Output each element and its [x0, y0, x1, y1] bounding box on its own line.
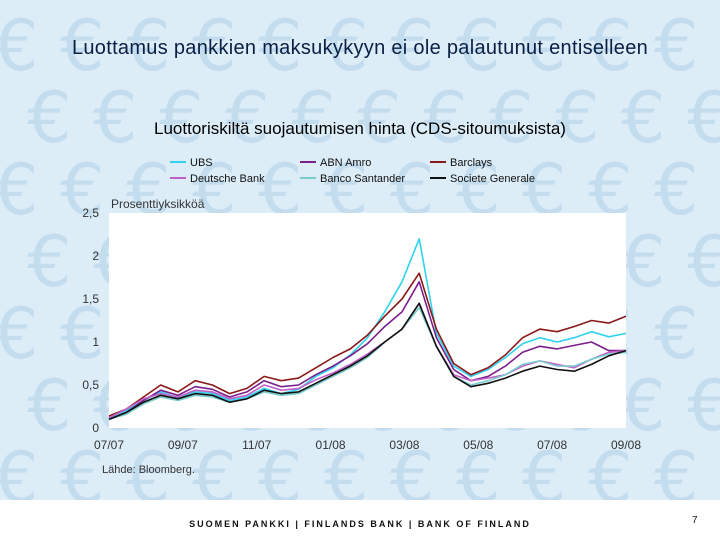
euro-symbol-60: € — [27, 365, 72, 447]
chart-container: 0 0,5 1 1,5 2 2,5 07/07 09/07 11/07 01/08 03/08 05/… — [0, 150, 720, 490]
euro-symbol-20: € — [555, 77, 600, 159]
euro-symbol-15: € — [225, 77, 270, 159]
euro-symbol-19: € — [489, 77, 534, 159]
x-tick-label: 07/08 — [537, 438, 567, 452]
x-tick-label: 09/07 — [168, 438, 198, 452]
euro-symbol-36: € — [27, 221, 72, 303]
euro-symbol-8: € — [522, 5, 567, 87]
series-line-societe-generale — [108, 302, 627, 421]
y-axis-label: Prosenttiyksikköä — [111, 197, 205, 211]
euro-symbol-81: € — [588, 437, 633, 500]
y-tick-label: 1 — [92, 335, 99, 349]
euro-symbol-4: € — [258, 5, 303, 87]
euro-symbol-49: € — [60, 293, 105, 375]
legend-label: Barclays — [450, 157, 493, 169]
euro-symbol-45: € — [621, 221, 666, 303]
euro-symbol-58: € — [654, 293, 699, 375]
euro-symbol-6: € — [390, 5, 435, 87]
euro-symbol-9: € — [588, 5, 633, 87]
euro-symbol-22: € — [687, 77, 720, 159]
euro-symbol-73: € — [60, 437, 105, 500]
y-tick-label: 0 — [92, 421, 99, 435]
x-tick-label: 01/08 — [316, 438, 346, 452]
y-tick-label: 2,5 — [82, 206, 99, 220]
slide-title: Luottamus pankkien maksukykyyn ei ole pa… — [71, 37, 649, 59]
y-tick-label: 0,5 — [82, 378, 99, 392]
euro-symbol-70: € — [687, 365, 720, 447]
legend-label: ABN Amro — [320, 157, 371, 169]
euro-symbol-10: € — [654, 5, 699, 87]
legend-label: UBS — [190, 157, 213, 169]
x-tick-label: 07/07 — [94, 438, 124, 452]
slide-footer — [0, 500, 720, 540]
euro-symbol-48: € — [0, 293, 39, 375]
euro-symbol-3: € — [192, 5, 237, 87]
euro-symbol-24: € — [0, 149, 39, 231]
euro-symbol-79: € — [456, 437, 501, 500]
euro-symbol-46: € — [687, 221, 720, 303]
euro-symbol-75: € — [192, 437, 237, 500]
euro-symbol-5: € — [324, 5, 369, 87]
euro-symbol-2: € — [126, 5, 171, 87]
legend-label: Deutsche Bank — [190, 173, 265, 185]
euro-symbol-74: € — [126, 437, 171, 500]
legend-label: Societe Generale — [450, 173, 535, 185]
legend-label: Banco Santander — [320, 173, 405, 185]
euro-symbol-21: € — [621, 77, 666, 159]
euro-symbol-76: € — [258, 437, 303, 500]
x-tick-label: 09/08 — [611, 438, 641, 452]
series-line-barclays — [108, 272, 627, 417]
footer-text: SUOMEN PANKKI | FINLANDS BANK | BANK OF … — [189, 519, 531, 529]
euro-symbol-77: € — [324, 437, 369, 500]
series-line-abn-amro — [108, 281, 626, 421]
y-tick-label: 2 — [92, 249, 99, 263]
series-line-banco-santander — [108, 306, 627, 421]
euro-symbol-69: € — [621, 365, 666, 447]
euro-symbol-13: € — [93, 77, 138, 159]
x-tick-label: 11/07 — [242, 438, 271, 452]
euro-symbol-0: € — [0, 5, 39, 87]
euro-symbol-14: € — [159, 77, 204, 159]
euro-symbol-78: € — [390, 437, 435, 500]
euro-symbol-12: € — [27, 77, 72, 159]
euro-symbol-7: € — [456, 5, 501, 87]
euro-symbol-18: € — [423, 77, 468, 159]
line-chart: 0 0,5 1 1,5 2 2,5 07/07 09/07 11/07 01/08 03/08 05/… — [82, 157, 641, 452]
euro-symbol-82: € — [654, 437, 699, 500]
x-tick-label: 05/08 — [463, 438, 493, 452]
y-tick-label: 1,5 — [82, 292, 99, 306]
euro-symbol-80: € — [522, 437, 567, 500]
euro-symbol-17: € — [357, 77, 402, 159]
x-tick-label: 03/08 — [389, 438, 419, 452]
page-number: 7 — [692, 515, 698, 526]
euro-symbol-72: € — [0, 437, 39, 500]
series-line-ubs — [108, 238, 627, 419]
chart-title: Luottoriskiltä suojautumisen hinta (CDS-… — [154, 119, 566, 138]
source-note: Lähde: Bloomberg. — [102, 464, 195, 476]
euro-symbol-34: € — [654, 149, 699, 231]
euro-symbol-25: € — [60, 149, 105, 231]
euro-symbol-16: € — [291, 77, 336, 159]
euro-symbol-1: € — [60, 5, 105, 87]
